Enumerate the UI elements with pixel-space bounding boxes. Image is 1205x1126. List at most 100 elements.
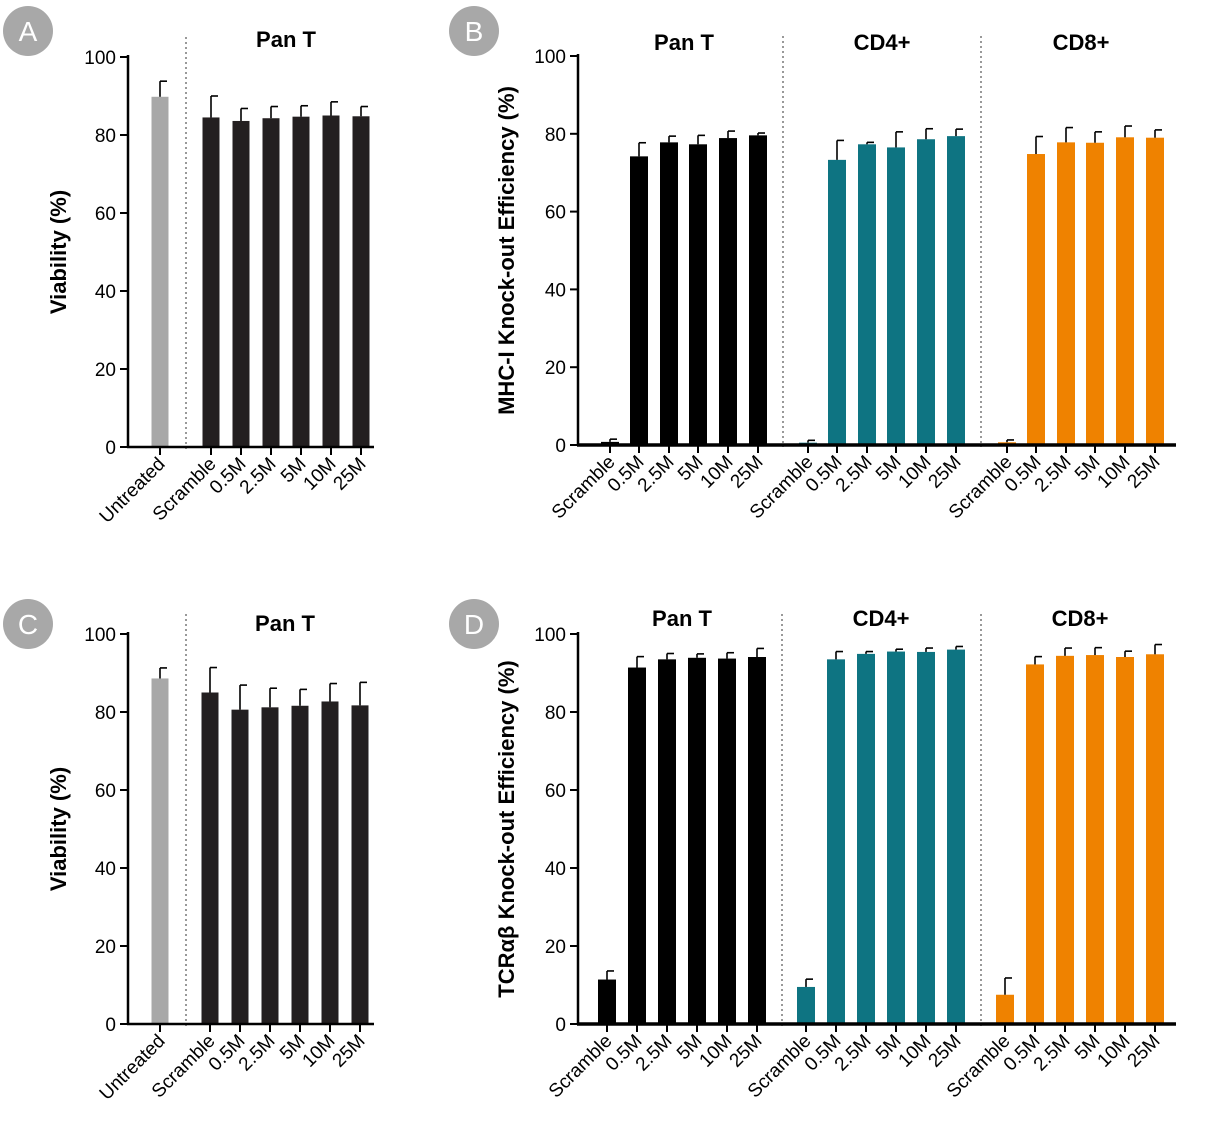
y-tick-label: 20 [545,937,566,958]
bar [201,692,219,1024]
bar [292,116,310,448]
bar [797,986,815,1024]
bar [718,658,736,1024]
group-title: CD4+ [854,30,911,55]
y-tick-label: 100 [534,625,566,646]
bar [858,144,876,446]
y-axis-title: Viability (%) [46,767,71,891]
bar [996,994,1014,1024]
bar [232,120,250,448]
y-tick-label: 80 [95,703,116,724]
bar [660,142,678,445]
bar [1146,137,1164,445]
bar [151,678,169,1024]
bar [887,147,905,446]
bar [827,659,845,1024]
y-tick-label: 100 [534,47,566,68]
panel-badge [3,599,53,649]
bar [1146,654,1164,1024]
y-tick-label: 100 [84,625,116,646]
category-label: 2.5M [235,1031,280,1076]
bar [947,649,965,1024]
bar [917,651,935,1024]
y-tick-label: 60 [545,203,566,224]
panel-badge [449,6,499,56]
y-tick-label: 100 [84,48,116,69]
y-tick-label: 80 [545,125,566,146]
y-tick-label: 60 [545,781,566,802]
category-label: 2.5M [634,452,679,497]
panel-letter: C [18,609,38,640]
bar [1116,137,1134,445]
category-label: 25M [726,1031,767,1072]
panel-letter: A [19,16,38,47]
group-title: CD8+ [1053,30,1110,55]
bar [1027,154,1045,445]
category-label: 2.5M [1030,1031,1075,1076]
category-label: 2.5M [832,452,877,497]
y-tick-label: 60 [95,781,116,802]
bar [322,115,340,447]
y-tick-label: 0 [105,438,116,459]
group-title: Pan T [654,30,714,55]
category-label: 2.5M [632,1031,677,1076]
panel-letter: B [465,16,484,47]
bar [917,139,935,445]
bar [261,707,279,1024]
bar [151,96,169,447]
category-label: 25M [1124,1031,1165,1072]
category-label: 2.5M [236,454,281,499]
panel-d: D TCRαβ Knock-out Efficiency (%) Pan T Scra… [449,599,1176,1102]
bar [658,659,676,1024]
bar [688,657,706,1024]
category-label: 25M [1124,452,1165,493]
y-tick-label: 0 [555,436,566,457]
group-title: Pan T [652,606,712,631]
y-axis-title: MHC-I Knock-out Efficiency (%) [494,86,519,415]
bar [262,118,280,447]
y-tick-label: 40 [545,280,566,301]
bar [351,705,369,1024]
y-tick-label: 80 [545,703,566,724]
bar [857,653,875,1024]
bar [947,136,965,445]
group-title: Pan T [255,611,315,636]
bar [202,117,220,447]
category-label: 2.5M [831,1031,876,1076]
panel-badge [3,6,53,56]
group-title: CD8+ [1052,606,1109,631]
category-label: 25M [925,452,966,493]
y-tick-label: 20 [545,358,566,379]
y-tick-label: 40 [545,859,566,880]
bar [598,979,616,1024]
y-tick-label: 80 [95,126,116,147]
y-tick-label: 20 [95,937,116,958]
category-label: 25M [727,452,768,493]
category-label: 25M [330,454,371,495]
bar [1026,664,1044,1024]
category-label: 2.5M [1031,452,1076,497]
group-title: Pan T [256,27,316,52]
category-label: 25M [925,1031,966,1072]
category-label: Scramble [545,1031,617,1103]
y-axis-title: TCRαβ Knock-out Efficiency (%) [494,660,519,997]
bar [749,135,767,445]
y-tick-label: 0 [105,1015,116,1036]
bar [352,116,370,447]
bar [1086,142,1104,445]
y-tick-label: 20 [95,360,116,381]
bar [1056,655,1074,1024]
bar [1116,657,1134,1024]
bar [630,156,648,445]
bar [231,709,249,1024]
panel-letter: D [464,609,484,640]
bar [321,701,339,1024]
category-label: 25M [329,1031,370,1072]
bar [1057,142,1075,445]
y-tick-label: 40 [95,282,116,303]
y-tick-label: 0 [555,1015,566,1036]
